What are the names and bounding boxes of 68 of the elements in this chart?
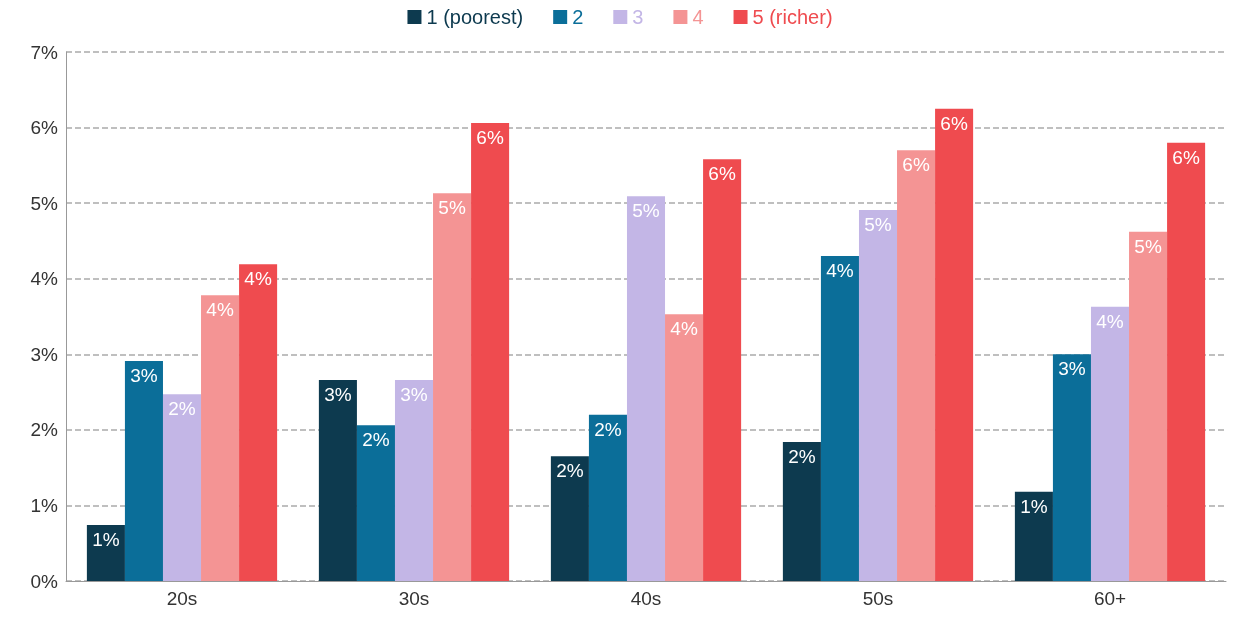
data-label: 5%: [1134, 235, 1162, 257]
bar: [318, 379, 357, 581]
data-label: 2%: [168, 398, 196, 420]
data-label: 6%: [902, 154, 930, 176]
y-tick-label: 5%: [30, 192, 59, 214]
y-tick-label: 2%: [30, 419, 59, 441]
bar: [1052, 354, 1091, 581]
data-label: 6%: [940, 112, 968, 134]
x-tick-label: 50s: [862, 588, 894, 609]
bar: [897, 150, 936, 581]
data-label: 6%: [1172, 146, 1200, 168]
bar: [86, 525, 125, 581]
bar: [162, 394, 202, 581]
bar: [471, 123, 510, 581]
bar: [550, 456, 589, 581]
bar: [935, 108, 974, 581]
bar: [820, 256, 859, 581]
y-tick-label: 1%: [30, 494, 59, 516]
x-tick-label: 60+: [1093, 588, 1127, 609]
bar: [1090, 306, 1130, 581]
data-label: 4%: [826, 260, 854, 282]
legend-label: 5 (richer): [752, 6, 833, 28]
x-tick-label: 40s: [630, 588, 662, 609]
y-tick-label: 0%: [30, 570, 59, 592]
data-label: 5%: [438, 197, 466, 219]
y-tick-label: 4%: [30, 268, 59, 290]
data-label: 3%: [1058, 358, 1086, 380]
legend-label: 4: [692, 6, 704, 28]
data-label: 2%: [556, 460, 584, 482]
data-label: 6%: [708, 163, 736, 185]
data-label: 3%: [324, 383, 352, 405]
bar: [665, 314, 704, 581]
data-label: 2%: [594, 418, 622, 440]
x-tick-label: 30s: [398, 588, 430, 609]
bar: [626, 196, 666, 581]
bar: [858, 209, 898, 581]
legend-label: 1 (poorest): [426, 6, 524, 28]
data-label: 4%: [1096, 310, 1124, 332]
legend-label: 3: [632, 6, 644, 28]
data-label: 4%: [244, 268, 272, 290]
data-label: 6%: [476, 127, 504, 149]
bar: [1167, 142, 1206, 581]
bar: [239, 264, 278, 581]
data-label: 4%: [206, 299, 234, 321]
bar: [201, 295, 240, 581]
data-label: 2%: [788, 445, 816, 467]
bar: [433, 193, 472, 581]
bar: [1129, 231, 1168, 581]
legend-label: 2: [572, 6, 584, 28]
data-label: 1%: [1020, 495, 1048, 517]
data-label: 4%: [670, 318, 698, 340]
y-tick-label: 3%: [30, 343, 59, 365]
bar: [1014, 491, 1053, 581]
y-tick-label: 6%: [30, 117, 59, 139]
data-label: 2%: [362, 429, 390, 451]
x-tick-label: 20s: [166, 588, 198, 609]
data-label: 1%: [92, 529, 120, 551]
data-label: 3%: [400, 383, 428, 405]
bar: [782, 441, 821, 581]
bar: [703, 159, 742, 581]
y-tick-label: 7%: [30, 41, 59, 63]
bar: [356, 425, 395, 581]
data-label: 3%: [130, 365, 158, 387]
data-label: 5%: [864, 213, 892, 235]
bar: [124, 361, 163, 581]
data-label: 5%: [632, 200, 660, 222]
bar: [588, 414, 627, 581]
bar: [394, 379, 434, 581]
